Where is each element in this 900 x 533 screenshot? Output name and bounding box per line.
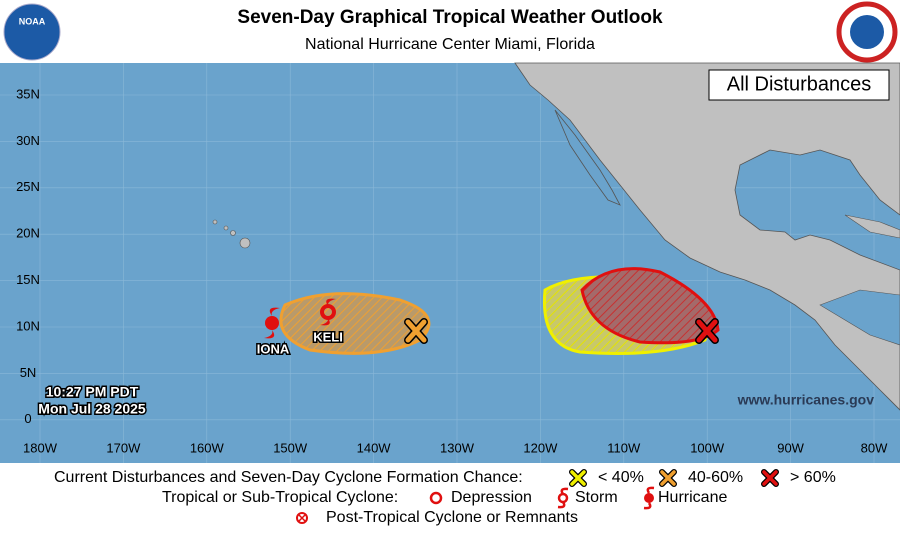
red-x-fill (696, 319, 718, 343)
latitude-label: 20N (16, 226, 40, 241)
latitude-label: 10N (16, 318, 40, 333)
gulf-of-california (554, 109, 621, 206)
legend-yellow-x (570, 470, 586, 486)
post-tropical-icon (296, 512, 308, 524)
timestamp-time: 10:27 PM PDT (46, 384, 139, 400)
depression-icon (429, 491, 443, 505)
noaa-logo (3, 3, 61, 61)
area-above-60 (580, 267, 720, 345)
longitude-label: 90W (777, 440, 804, 455)
legend-chance: 40-60% (688, 469, 743, 486)
hurricane-iona (264, 307, 280, 339)
timestamp-date: Mon Jul 28 2025 (38, 401, 146, 417)
longitude-label: 110W (607, 440, 641, 455)
storm-name: IONA (257, 341, 290, 356)
caribbean (819, 289, 900, 346)
orange-x-fill (405, 319, 427, 343)
legend-formation-title: Current Disturbances and Seven-Day Cyclo… (54, 469, 523, 486)
storm-name: KELI (313, 329, 343, 344)
longitude-label: 80W (861, 440, 888, 455)
legend-cyclone: Depression (451, 489, 532, 506)
noaa-logo-text: NOAA (19, 16, 46, 26)
legend-cyclone-title: Tropical or Sub-Tropical Cyclone: (162, 489, 398, 506)
title: Seven-Day Graphical Tropical Weather Out… (237, 7, 663, 28)
latitude-label: 30N (16, 133, 40, 148)
website: www.hurricanes.gov (737, 392, 875, 408)
longitude-label: 120W (523, 440, 558, 455)
nws-logo-inner (850, 15, 884, 49)
land-north-america (514, 62, 900, 411)
panel-label-box (708, 69, 890, 101)
subtitle: National Hurricane Center Miami, Florida (305, 36, 595, 53)
longitude-label: 170W (106, 440, 141, 455)
legend-chance: < 40% (598, 469, 644, 486)
cuba (844, 214, 900, 239)
longitude-label: 160W (190, 440, 225, 455)
legend-cyclone: Hurricane (658, 489, 727, 506)
longitude-label: 140W (357, 440, 392, 455)
latitude-label: 35N (16, 86, 40, 101)
hurricane-icon (643, 486, 655, 510)
legend-chance: > 60% (790, 469, 836, 486)
legend-cyclone: Storm (575, 489, 618, 506)
longitude-label: 100W (690, 440, 725, 455)
longitude-label: 150W (273, 440, 308, 455)
latitude-label: 5N (20, 365, 37, 380)
map: All Disturbances IONA KELI 10:27 PM PDT … (0, 62, 900, 463)
longitude-label: 180W (23, 440, 58, 455)
legend-orange-x (660, 470, 676, 486)
legend-red-x (762, 470, 778, 486)
panel-label: All Disturbances (727, 73, 872, 95)
latitude-label: 15N (16, 272, 40, 287)
legend: Current Disturbances and Seven-Day Cyclo… (54, 469, 836, 526)
post-tropical-icon-x (298, 514, 306, 522)
latitude-label: 0 (24, 411, 31, 426)
legend-post-tropical: Post-Tropical Cyclone or Remnants (326, 509, 578, 526)
latitude-label: 25N (16, 179, 40, 194)
hurricane-keli (320, 298, 336, 326)
longitude-label: 130W (440, 440, 475, 455)
hawaii (212, 219, 251, 249)
storm-icon (557, 487, 569, 509)
